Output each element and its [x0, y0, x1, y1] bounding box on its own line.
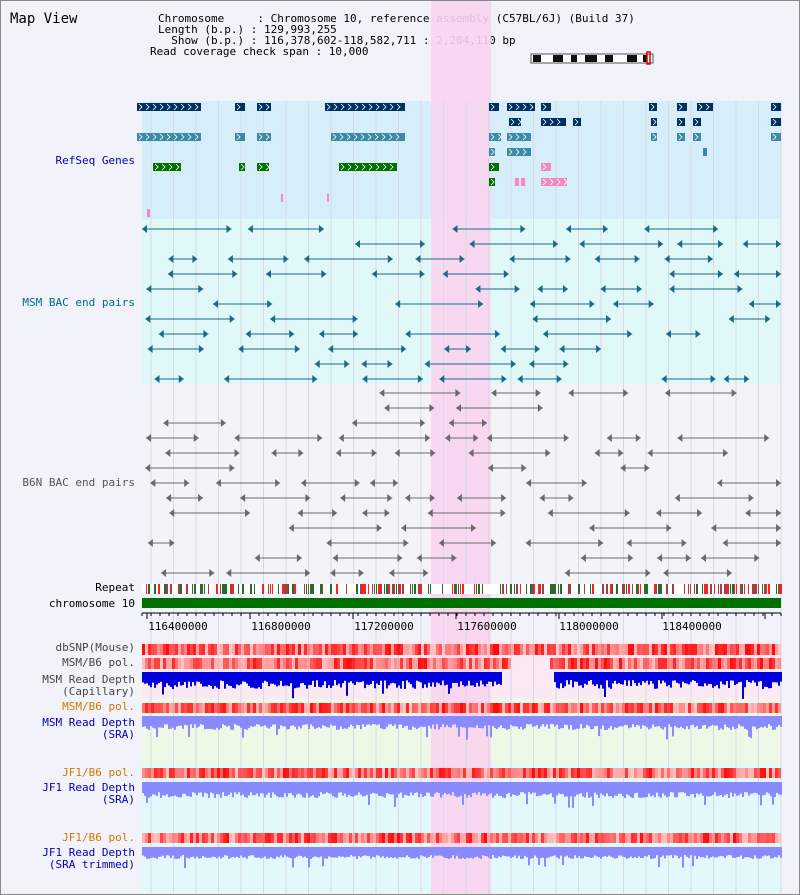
msm-pol-sra-heat-strip [142, 703, 781, 713]
msm-pol-heat-strip [142, 658, 781, 669]
chromosome-ideogram [530, 51, 654, 65]
refseq-gene-features [137, 103, 781, 217]
track-label-dbsnp[interactable]: dbSNP(Mouse) [55, 641, 135, 654]
jf1-read-depth-trimmed-plot [142, 847, 782, 869]
axis-tick-label-0: 116400000 [148, 620, 208, 633]
length-info: Length (b.p.) : 129,993,255 [158, 23, 337, 36]
position-axis: 116400000 116800000 117200000 117600000 1180… [141, 612, 782, 633]
track-label-chromosome: chromosome 10 [48, 597, 135, 610]
track-label-msm-pol-sra[interactable]: MSM/B6 pol. [62, 700, 135, 713]
selected-region-highlight [431, 1, 491, 894]
chromosome-position-bar [142, 598, 781, 608]
axis-tick-label-3: 117600000 [457, 620, 517, 633]
repeat-track-bar [142, 584, 782, 594]
track-label-jf1-depth-sra[interactable]: JF1 Read Depth (SRA) [42, 781, 135, 806]
track-label-msm-depth-sra[interactable]: MSM Read Depth (SRA) [42, 716, 135, 741]
b6n-bac-end-pairs [145, 389, 781, 577]
page-title: Map View [10, 11, 78, 27]
track-label-b6n-bac[interactable]: B6N BAC end pairs [22, 476, 135, 489]
msm-read-depth-sra-plot [142, 716, 782, 740]
msm-read-depth-capillary-plot [142, 672, 782, 699]
track-label-jf1-depth-trimmed[interactable]: JF1 Read Depth (SRA trimmed) [42, 846, 135, 871]
axis-tick-label-1: 116800000 [251, 620, 311, 633]
jf1-pol-trimmed-heat-strip [142, 833, 781, 843]
msm-bac-end-pairs [142, 225, 781, 383]
track-label-jf1-pol-sra[interactable]: JF1/B6 pol. [62, 766, 135, 779]
track-label-msm-bac[interactable]: MSM BAC end pairs [22, 296, 135, 309]
coverage-span-info: Read coverage check span : 10,000 [150, 45, 369, 58]
jf1-read-depth-sra-plot [142, 782, 782, 808]
track-label-msm-depth-capillary[interactable]: MSM Read Depth (Capillary) [42, 673, 135, 698]
track-label-repeat: Repeat [95, 581, 135, 594]
track-label-msm-pol[interactable]: MSM/B6 pol. [62, 656, 135, 669]
jf1-pol-sra-heat-strip [142, 768, 781, 778]
axis-tick-label-4: 118000000 [559, 620, 619, 633]
right-margin [782, 1, 799, 894]
dbsnp-heat-strip [142, 644, 781, 655]
track-label-refseq-genes[interactable]: RefSeq Genes [55, 154, 135, 167]
ideogram-position-marker [646, 51, 651, 65]
axis-tick-label-5: 118400000 [662, 620, 722, 633]
track-label-jf1-pol-trimmed[interactable]: JF1/B6 pol. [62, 831, 135, 844]
axis-tick-label-2: 117200000 [354, 620, 414, 633]
